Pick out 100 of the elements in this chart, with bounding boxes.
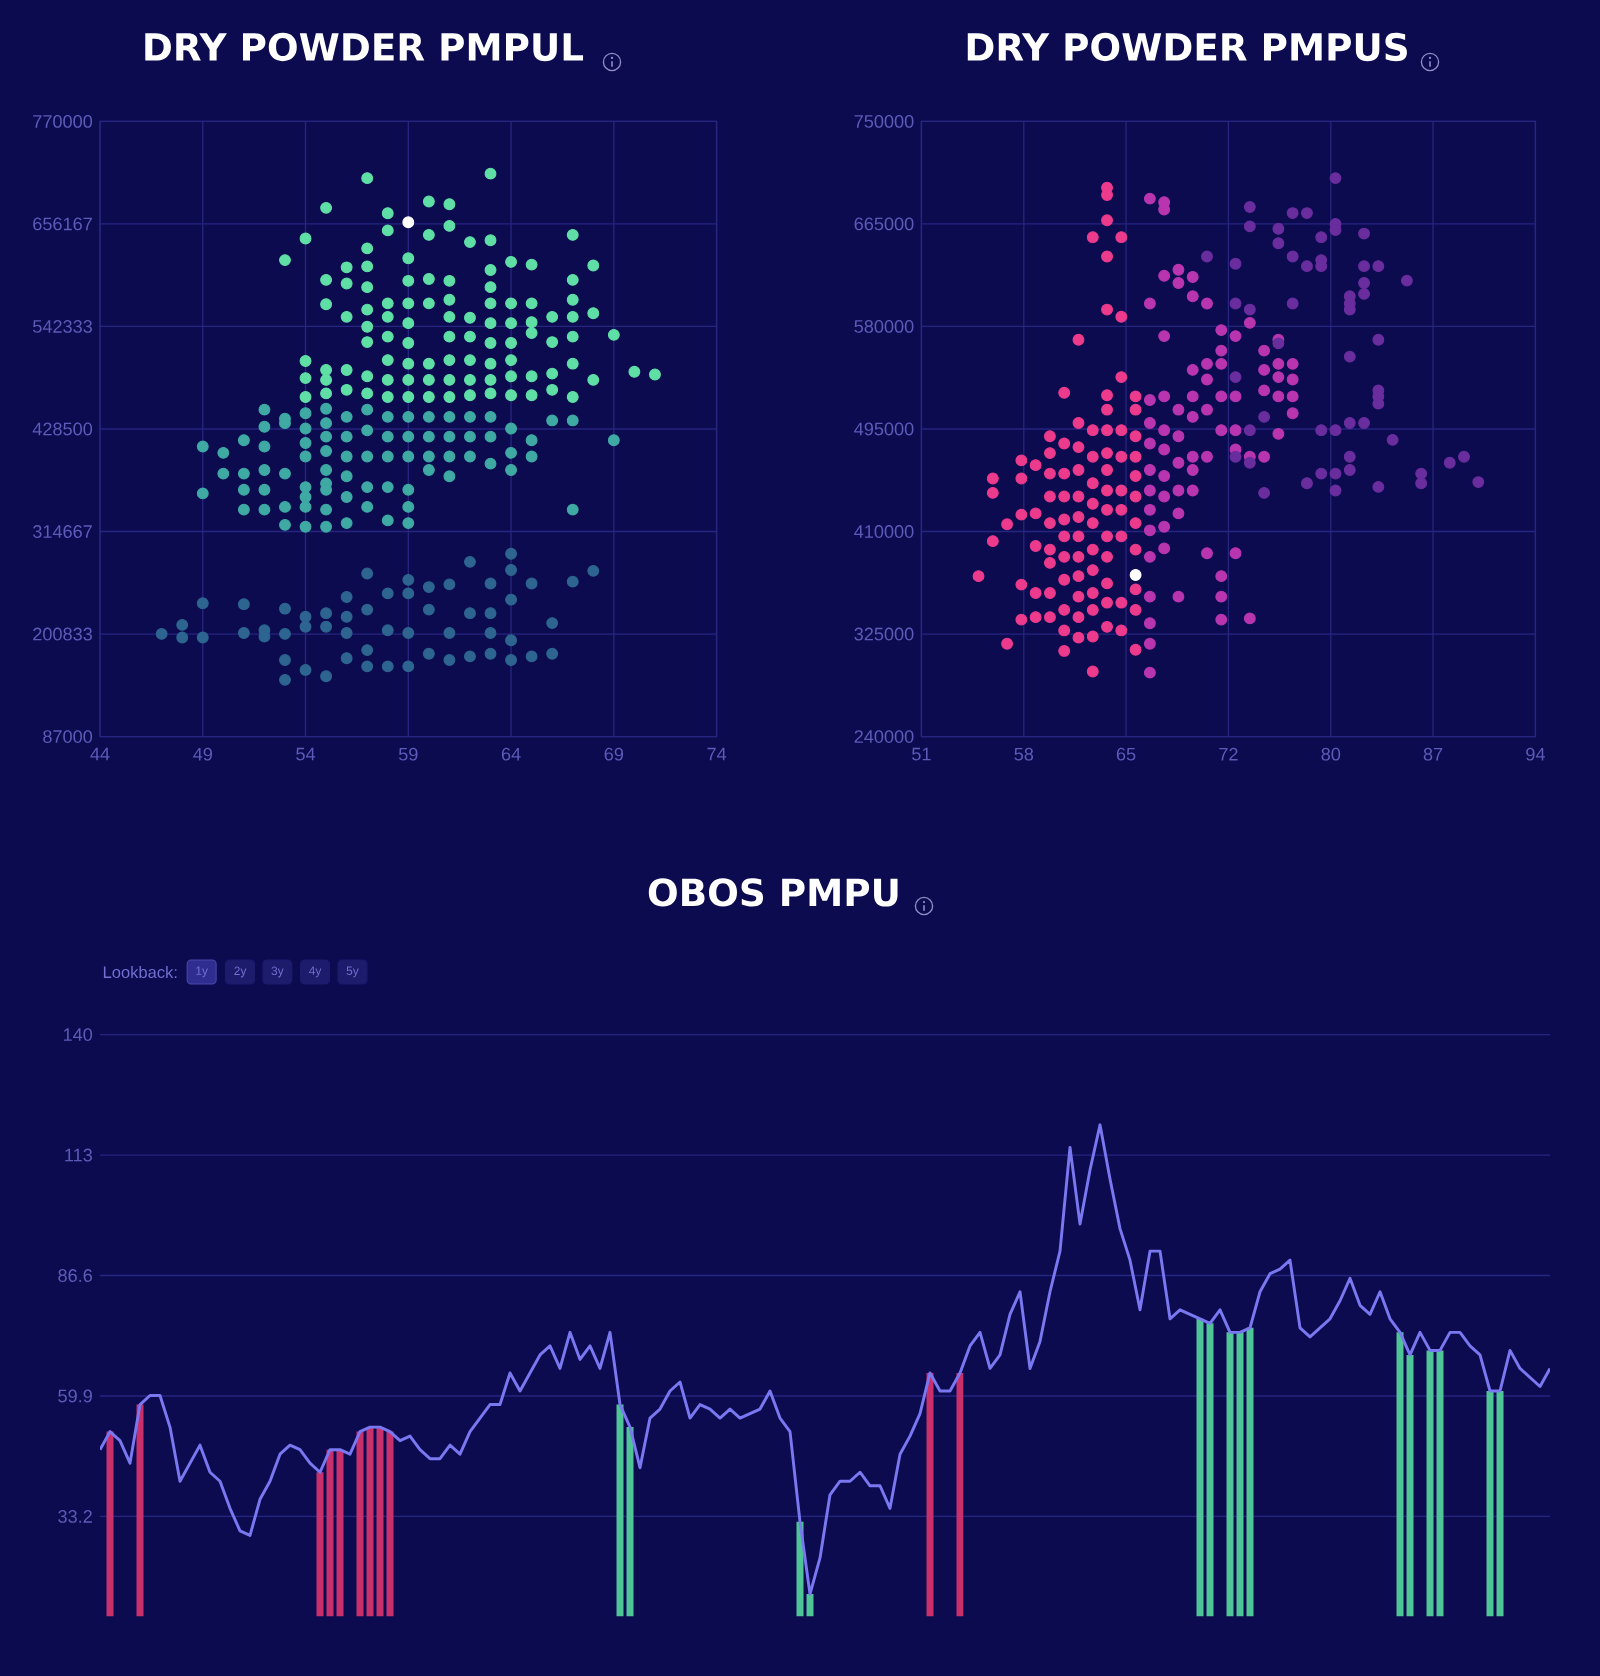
point bbox=[1358, 287, 1370, 300]
point bbox=[196, 597, 209, 610]
point bbox=[155, 627, 168, 640]
y-tick-label: 33.2 bbox=[58, 1510, 92, 1523]
point bbox=[402, 660, 415, 673]
point bbox=[1443, 456, 1456, 469]
point bbox=[1129, 569, 1142, 581]
point bbox=[340, 627, 353, 639]
point bbox=[505, 547, 517, 560]
y-tick-label: 87000 bbox=[43, 730, 93, 743]
point bbox=[1343, 350, 1356, 363]
y-tick-label: 495000 bbox=[854, 422, 914, 436]
point bbox=[443, 578, 456, 591]
point bbox=[464, 607, 476, 620]
point bbox=[443, 654, 456, 666]
point bbox=[381, 624, 394, 637]
point bbox=[361, 567, 374, 580]
point bbox=[1272, 222, 1285, 235]
point bbox=[176, 618, 189, 631]
point bbox=[1315, 231, 1328, 244]
x-tick-label: 65 bbox=[1116, 747, 1136, 761]
x-tick-label: 49 bbox=[193, 747, 213, 761]
point bbox=[1301, 477, 1313, 490]
y-tick-label: 200833 bbox=[33, 627, 92, 641]
point bbox=[320, 620, 333, 633]
point bbox=[546, 617, 559, 630]
point bbox=[484, 647, 497, 660]
point bbox=[1229, 450, 1242, 463]
x-tick-label: 64 bbox=[501, 747, 521, 761]
point bbox=[1358, 277, 1370, 289]
point bbox=[1372, 480, 1385, 493]
y-tick-label: 113 bbox=[65, 1148, 92, 1162]
point bbox=[1301, 260, 1313, 273]
point bbox=[422, 603, 435, 616]
x-tick-label: 51 bbox=[912, 747, 931, 761]
point bbox=[237, 598, 250, 611]
point bbox=[1458, 450, 1470, 463]
point bbox=[1358, 260, 1370, 273]
point bbox=[402, 627, 415, 639]
point bbox=[196, 631, 209, 644]
point bbox=[1286, 207, 1299, 220]
point bbox=[1343, 417, 1356, 429]
x-tick-label: 69 bbox=[604, 747, 624, 761]
x-tick-label: 54 bbox=[296, 747, 316, 761]
point bbox=[587, 564, 600, 577]
y-tick-label: 140 bbox=[63, 1028, 93, 1041]
y-tick-label: 314667 bbox=[33, 525, 92, 538]
point bbox=[1243, 456, 1256, 469]
point bbox=[505, 634, 517, 647]
y-tick-label: 542333 bbox=[33, 320, 92, 333]
point bbox=[279, 673, 291, 686]
point bbox=[402, 216, 415, 229]
x-tick-label: 59 bbox=[398, 747, 418, 761]
point bbox=[1358, 227, 1370, 240]
point bbox=[1329, 172, 1342, 185]
point bbox=[279, 627, 291, 640]
point bbox=[1358, 417, 1370, 429]
point bbox=[340, 652, 353, 665]
point bbox=[484, 577, 497, 590]
point bbox=[1315, 467, 1328, 480]
y-tick-label: 410000 bbox=[854, 525, 914, 538]
point bbox=[1258, 410, 1271, 423]
point bbox=[1329, 424, 1342, 437]
point bbox=[361, 603, 374, 616]
point bbox=[1301, 207, 1313, 220]
point bbox=[1286, 250, 1299, 263]
point bbox=[1372, 333, 1385, 346]
point bbox=[361, 660, 374, 673]
point bbox=[340, 610, 353, 623]
point bbox=[1229, 257, 1242, 270]
point bbox=[1229, 371, 1242, 384]
point bbox=[1472, 476, 1485, 488]
point bbox=[422, 581, 435, 594]
point bbox=[1315, 424, 1328, 437]
point bbox=[361, 644, 374, 657]
point bbox=[1415, 477, 1428, 490]
point bbox=[525, 577, 538, 590]
y-tick-label: 750000 bbox=[854, 114, 914, 128]
point bbox=[381, 660, 394, 673]
point bbox=[402, 573, 415, 586]
point bbox=[1343, 450, 1356, 463]
point bbox=[1201, 250, 1213, 263]
point bbox=[484, 607, 497, 620]
point bbox=[299, 664, 312, 676]
y-tick-label: 656167 bbox=[33, 217, 92, 231]
point bbox=[505, 593, 517, 606]
point bbox=[443, 627, 456, 639]
point bbox=[464, 555, 476, 568]
y-tick-label: 325000 bbox=[854, 627, 914, 641]
point bbox=[340, 591, 353, 603]
point bbox=[546, 647, 559, 660]
point bbox=[525, 650, 538, 663]
point bbox=[1329, 484, 1342, 497]
point bbox=[381, 587, 394, 600]
y-tick-label: 86.6 bbox=[58, 1269, 92, 1282]
point bbox=[484, 627, 497, 639]
x-tick-label: 58 bbox=[1014, 747, 1034, 761]
point bbox=[1415, 467, 1428, 480]
y-tick-label: 580000 bbox=[854, 320, 914, 333]
x-tick-label: 94 bbox=[1526, 747, 1545, 761]
